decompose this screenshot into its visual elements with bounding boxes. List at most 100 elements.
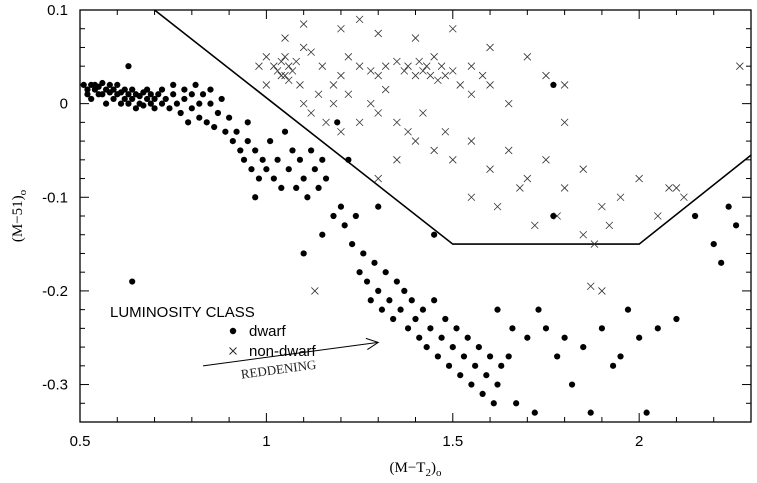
non-dwarf-point — [430, 53, 438, 61]
dwarf-point — [255, 175, 263, 182]
x-tick-label: 1.5 — [442, 433, 463, 450]
non-dwarf-point — [296, 81, 304, 89]
non-dwarf-point — [284, 76, 293, 85]
dwarf-point — [319, 231, 326, 238]
dwarf-point — [475, 343, 482, 351]
dwarf-point — [129, 86, 136, 93]
non-dwarf-point — [542, 156, 550, 164]
dwarf-point — [513, 400, 520, 407]
dwarf-point — [457, 372, 464, 379]
dwarf-point — [173, 100, 181, 107]
dwarf-point — [181, 86, 188, 93]
dwarf-point — [278, 184, 285, 192]
dwarf-point — [330, 212, 337, 220]
non-dwarf-point — [434, 76, 442, 85]
non-dwarf-point — [374, 29, 383, 38]
non-dwarf-point — [504, 99, 513, 108]
dwarf-point — [643, 409, 650, 416]
dwarf-point — [144, 86, 151, 93]
dwarf-point — [300, 250, 307, 257]
non-dwarf-point — [448, 67, 457, 75]
dwarf-point — [244, 119, 251, 126]
non-dwarf-point — [415, 57, 424, 66]
dwarf-point — [479, 390, 486, 398]
non-dwarf-point — [590, 240, 599, 248]
non-dwarf-point — [311, 287, 319, 295]
dwarf-point — [397, 306, 404, 313]
non-dwarf-point — [400, 67, 409, 75]
non-dwarf-point — [560, 81, 569, 89]
dwarf-point — [554, 353, 561, 360]
dwarf-point — [434, 353, 441, 360]
non-dwarf-point — [456, 81, 465, 89]
dwarf-point — [550, 81, 557, 89]
reddening-arrow — [202, 341, 379, 367]
non-dwarf-point — [381, 85, 390, 94]
dwarf-point — [226, 114, 233, 121]
non-dwarf-point — [665, 184, 673, 192]
dwarf-point — [99, 79, 106, 87]
reddening-arrow-head — [365, 337, 380, 350]
dwarf-point — [636, 334, 643, 341]
dwarf-point — [237, 147, 244, 154]
dwarf-point — [419, 306, 427, 313]
dwarf-point — [267, 137, 274, 145]
dwarf-point — [259, 156, 266, 163]
non-dwarf-point — [270, 62, 278, 70]
dwarf-point — [244, 137, 251, 145]
dwarf-point — [110, 86, 117, 93]
non-dwarf-point — [277, 57, 286, 66]
non-dwarf-point — [598, 202, 606, 211]
dwarf-point — [404, 325, 412, 332]
dwarf-point — [151, 95, 158, 103]
dwarf-point — [483, 372, 490, 379]
non-dwarf-point — [419, 67, 427, 75]
dwarf-point — [270, 175, 277, 182]
non-dwarf-point — [344, 90, 353, 99]
non-dwarf-point — [598, 287, 606, 295]
dwarf-point — [412, 315, 419, 323]
boundary-line — [154, 9, 752, 245]
dwarf-point — [274, 156, 281, 163]
dwarf-point — [535, 306, 542, 313]
dwarf-point — [453, 325, 460, 332]
non-dwarf-point — [381, 62, 390, 70]
dwarf-point — [240, 156, 248, 163]
non-dwarf-point — [672, 184, 681, 192]
non-dwarf-point — [560, 184, 569, 192]
non-dwarf-point — [292, 57, 300, 66]
dwarf-point — [363, 278, 371, 285]
dwarf-point — [211, 123, 218, 131]
non-dwarf-point — [307, 48, 315, 56]
non-dwarf-point — [486, 165, 494, 173]
non-dwarf-point — [374, 174, 383, 183]
y-tick-label: -0.2 — [42, 283, 68, 300]
y-axis-label: (M−51)o — [10, 189, 29, 242]
non-dwarf-point — [299, 43, 308, 52]
dwarf-point — [203, 119, 210, 126]
dwarf-point — [147, 100, 154, 107]
non-dwarf-point — [467, 137, 476, 145]
non-dwarf-point — [288, 67, 297, 75]
non-dwarf-point — [411, 71, 420, 80]
non-dwarf-point — [523, 174, 532, 183]
dwarf-point — [281, 128, 289, 135]
dwarf-point — [732, 222, 740, 229]
dwarf-point — [442, 315, 449, 323]
non-dwarf-point — [329, 81, 338, 89]
dwarf-point — [654, 325, 661, 332]
non-dwarf-point — [366, 99, 375, 108]
non-dwarf-point — [262, 53, 271, 61]
x-tick-label: 2 — [635, 433, 643, 450]
reddening-label: REDDENING — [240, 357, 317, 382]
dwarf-point — [170, 81, 177, 89]
dwarf-point — [117, 100, 125, 107]
dwarf-point — [337, 203, 345, 210]
dwarf-point — [84, 91, 91, 98]
dwarf-point — [132, 105, 140, 112]
dwarf-point — [308, 147, 315, 154]
dwarf-point — [494, 381, 501, 388]
non-dwarf-point — [299, 99, 308, 108]
dwarf-point — [289, 147, 296, 154]
non-dwarf-point — [411, 34, 420, 42]
